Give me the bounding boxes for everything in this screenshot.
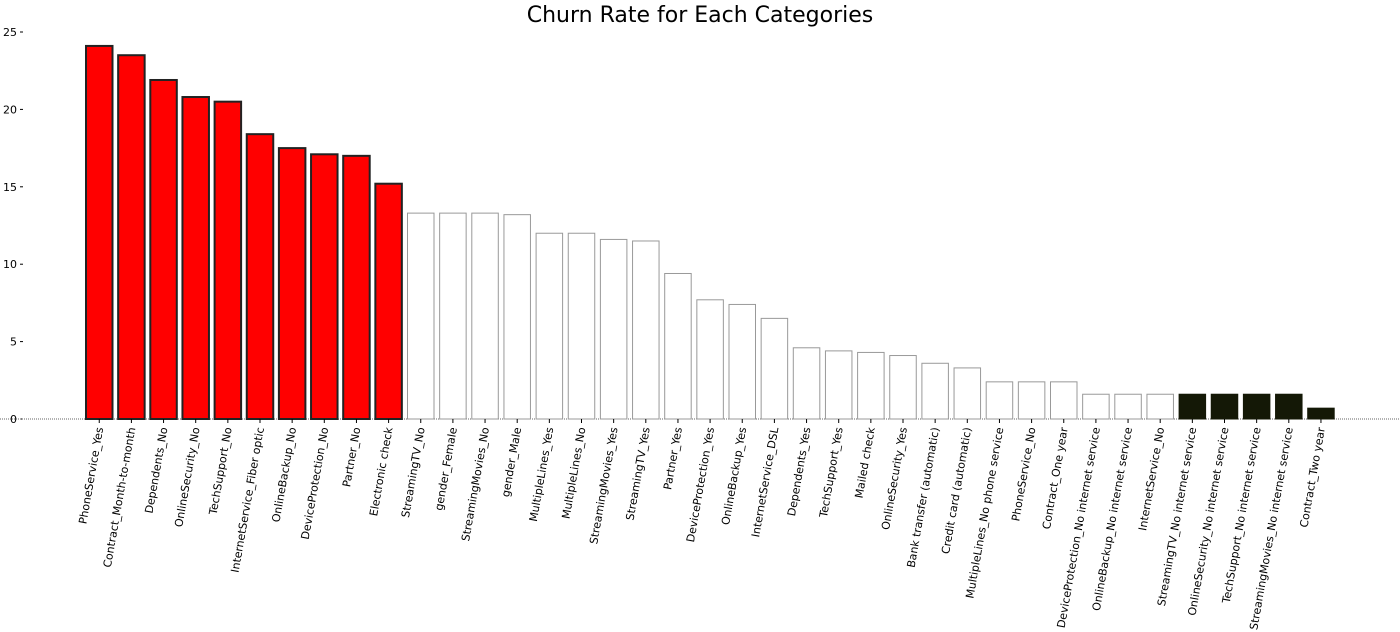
- bar-39: [1307, 407, 1335, 420]
- bar-21: [728, 303, 756, 420]
- x-tick-label: Bank transfer (automatic): [905, 426, 943, 568]
- x-tick-label: PhoneService_No: [1009, 426, 1038, 522]
- bar-18: [632, 240, 660, 420]
- bar-27: [921, 362, 949, 420]
- bar-36: [1210, 393, 1239, 420]
- x-tick-label: InternetService_No: [1136, 426, 1167, 532]
- bar-29: [985, 381, 1014, 420]
- y-tick-label: 10: [3, 258, 17, 271]
- bar-32: [1082, 393, 1110, 420]
- x-tick-label: StreamingTV_No: [399, 426, 428, 519]
- bar-9: [342, 154, 371, 420]
- bar-19: [664, 272, 692, 420]
- chart-title: Churn Rate for Each Categories: [527, 3, 874, 28]
- bar-4: [181, 96, 210, 421]
- bar-10: [374, 182, 403, 420]
- x-tick-label: StreamingMovies_Yes: [587, 426, 620, 545]
- x-tick-label: gender_Male: [499, 426, 524, 498]
- bar-11: [407, 212, 435, 420]
- x-tick-label: PhoneService_Yes: [76, 426, 106, 525]
- bars: [85, 44, 1335, 421]
- x-tick-label: DeviceProtection_Yes: [684, 426, 717, 543]
- bar-14: [503, 214, 531, 420]
- bar-34: [1146, 393, 1174, 420]
- x-tick-label: OnlineSecurity_Yes: [879, 426, 910, 531]
- bar-26: [889, 355, 917, 420]
- bar-33: [1114, 393, 1142, 420]
- x-tick-label: StreamingTV_Yes: [624, 426, 653, 521]
- x-tick-label: Dependents_No: [143, 426, 171, 514]
- bar-17: [599, 238, 628, 420]
- y-tick-label: 0: [10, 413, 17, 426]
- bar-31: [1050, 381, 1078, 420]
- y-tick-label: 15: [3, 181, 17, 194]
- x-tick-label: InternetService_Fiber optic: [229, 426, 267, 573]
- x-tick-label: MultipleLines_Yes: [527, 426, 556, 523]
- bar-20: [696, 299, 724, 420]
- x-tick-label: MultipleLines_No: [560, 426, 589, 520]
- bar-13: [471, 212, 499, 420]
- bar-6: [245, 133, 275, 420]
- bar-30: [1017, 381, 1046, 420]
- x-tick-label: OnlineBackup_Yes: [719, 426, 749, 526]
- y-tick-label: 25: [3, 26, 17, 39]
- x-tick-label: OnlineBackup_No: [270, 426, 300, 523]
- x-tick-label: Contract_One year: [1040, 426, 1071, 530]
- x-tick-label: StreamingMovies_No: [459, 426, 492, 542]
- x-tick-label: TechSupport_Yes: [817, 426, 846, 519]
- bar-3: [149, 78, 178, 420]
- x-tick-label: DeviceProtection_No: [299, 426, 332, 541]
- x-tick-label: Partner_Yes: [661, 426, 685, 491]
- y-tick-label: 20: [3, 103, 17, 116]
- x-tick-label: Credit card (automatic): [939, 426, 974, 555]
- bar-24: [824, 350, 853, 420]
- bar-35: [1178, 393, 1207, 420]
- x-tick-label: OnlineSecurity_No: [172, 426, 202, 528]
- x-tick-label: TechSupport_No: [206, 426, 234, 517]
- bar-38: [1275, 393, 1303, 420]
- bar-7: [277, 147, 307, 420]
- bar-23: [792, 347, 821, 420]
- x-tick-label: InternetService_DSL: [749, 425, 781, 538]
- x-tick-label: Electronic check: [367, 426, 396, 517]
- x-tick-label: gender_Female: [432, 426, 459, 511]
- bar-1: [85, 44, 114, 420]
- x-tick-label: Dependents_Yes: [785, 426, 813, 517]
- x-tick-label: Mailed check: [853, 426, 878, 500]
- bar-12: [439, 212, 467, 420]
- y-tick-label: 5: [10, 336, 17, 349]
- bar-28: [953, 367, 982, 420]
- bar-37: [1242, 393, 1271, 420]
- bar-16: [567, 232, 596, 420]
- bar-15: [535, 232, 564, 420]
- bar-22: [760, 317, 789, 420]
- bar-5: [213, 100, 243, 420]
- x-tick-label: Contract_Two year: [1297, 426, 1328, 529]
- bar-2: [117, 54, 146, 420]
- bar-25: [857, 351, 885, 420]
- x-tick-label: Partner_No: [340, 426, 363, 488]
- bar-8: [310, 153, 339, 421]
- x-tick-label: Contract_Month-to-month: [101, 426, 138, 568]
